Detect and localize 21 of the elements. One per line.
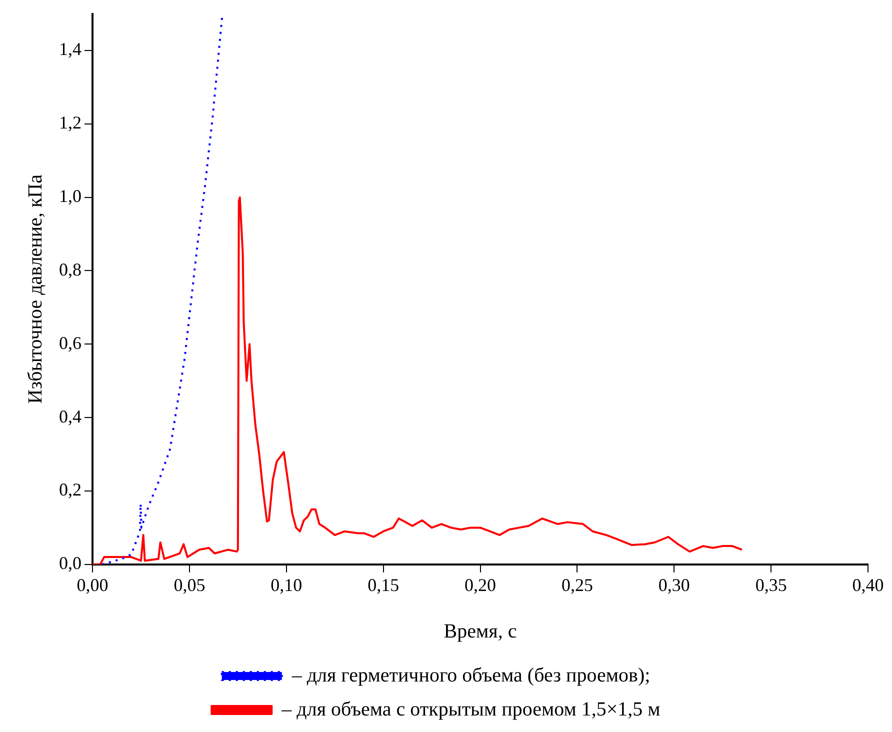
x-tick-label: 0,00 [76,574,108,595]
x-tick-label: 0,10 [270,574,302,595]
x-tick-label: 0,05 [174,574,206,595]
legend-label: – для герметичного объема (без проемов); [290,664,650,686]
y-tick-label: 0,2 [59,480,82,500]
y-tick-label: 1,4 [59,39,82,60]
y-axis-title: Избыточное давление, кПа [24,174,46,404]
x-tick-label: 0,20 [464,574,496,595]
y-tick-label: 1,2 [59,112,82,133]
x-tick-label: 0,15 [368,574,400,595]
y-tick-label: 0,0 [59,553,82,574]
y-tick-label: 0,6 [59,332,82,353]
x-tick-label: 0,25 [561,574,593,595]
x-tick-label: 0,40 [852,574,884,595]
y-tick-label: 0,8 [59,259,82,280]
x-axis-title: Время, с [444,620,517,642]
x-tick-label: 0,30 [658,574,690,595]
y-tick-label: 0,4 [59,406,82,426]
y-tick-label: 1,0 [59,186,82,206]
legend-label: – для объема с открытым проемом 1,5×1,5 м [280,698,661,720]
x-tick-label: 0,35 [755,574,787,595]
